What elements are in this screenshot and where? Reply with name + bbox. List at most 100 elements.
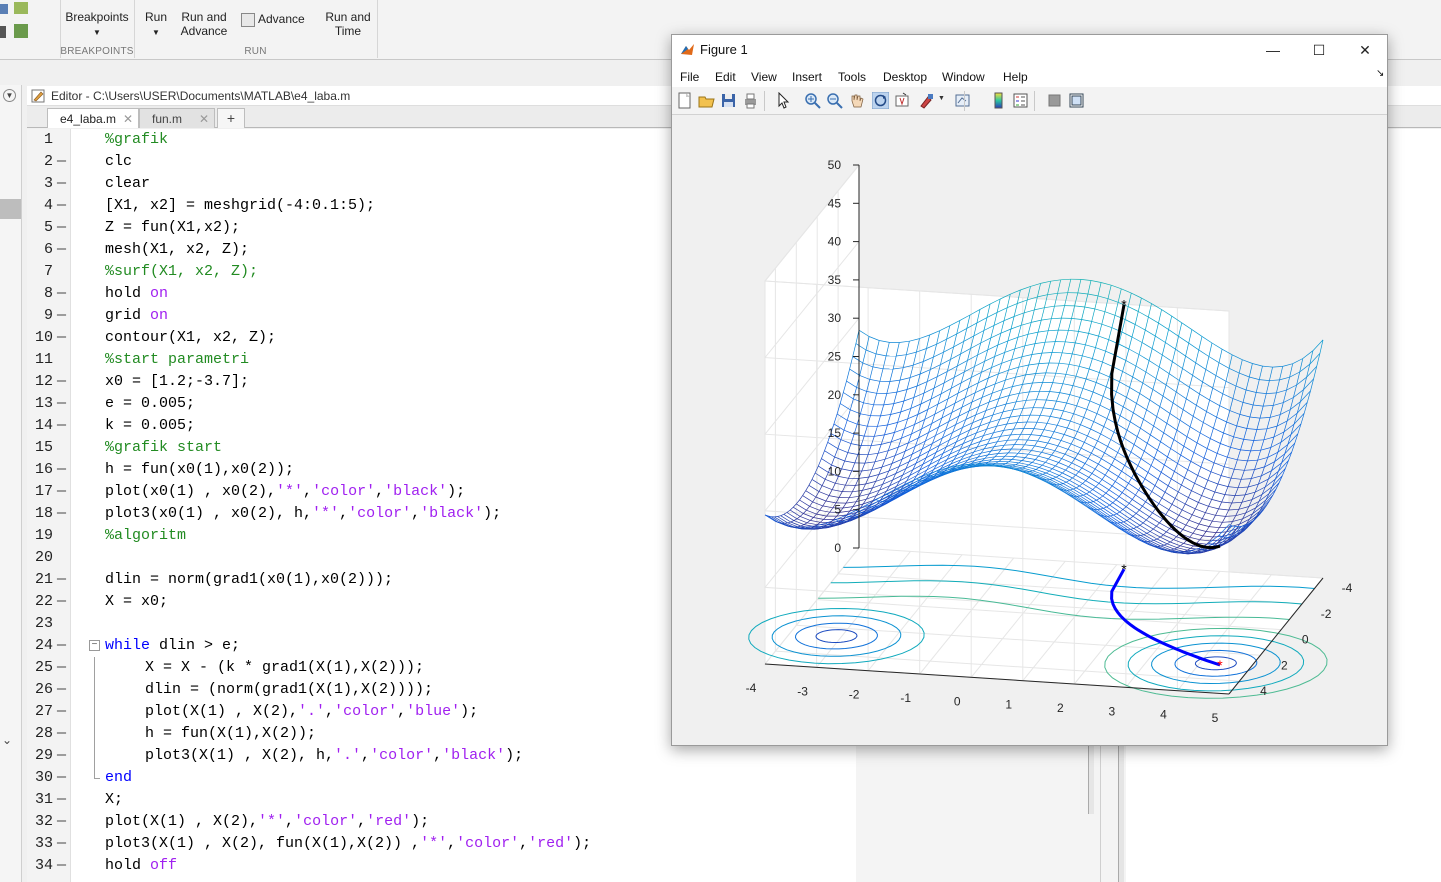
code-line[interactable]: 20 [27, 547, 867, 569]
executable-line-marker[interactable]: — [57, 791, 67, 808]
executable-line-marker[interactable]: — [57, 461, 67, 478]
code-line[interactable]: 19 %algoritm [27, 525, 867, 547]
executable-line-marker[interactable]: — [57, 153, 67, 170]
executable-line-marker[interactable]: — [57, 571, 67, 588]
code-line[interactable]: 30— end [27, 767, 867, 789]
run-and-advance-button[interactable]: Run and Advance [180, 10, 228, 38]
chevron-down-icon[interactable]: ▼ [938, 95, 945, 102]
executable-line-marker[interactable]: — [57, 857, 67, 874]
code-line[interactable]: 3— clear [27, 173, 867, 195]
advance-button[interactable]: Advance [238, 12, 308, 27]
executable-line-marker[interactable]: — [57, 835, 67, 852]
executable-line-marker[interactable]: — [57, 813, 67, 830]
menu-desktop[interactable]: Desktop [883, 70, 928, 84]
zoom-out-icon[interactable] [826, 92, 843, 109]
executable-line-marker[interactable]: — [57, 769, 67, 786]
quick-icons[interactable] [0, 0, 34, 44]
undock-icon[interactable]: ↘ [1376, 68, 1385, 79]
code-line[interactable]: 9— grid on [27, 305, 867, 327]
code-line[interactable]: 7 %surf(X1, x2, Z); [27, 261, 867, 283]
code-line[interactable]: 11 %start parametri [27, 349, 867, 371]
maximize-button[interactable]: ☐ [1312, 42, 1326, 58]
executable-line-marker[interactable]: — [57, 175, 67, 192]
executable-line-marker[interactable]: — [57, 285, 67, 302]
code-line[interactable]: 12— x0 = [1.2;-3.7]; [27, 371, 867, 393]
code-line[interactable]: 10— contour(X1, x2, Z); [27, 327, 867, 349]
executable-line-marker[interactable]: — [57, 219, 67, 236]
executable-line-marker[interactable]: — [57, 703, 67, 720]
code-line[interactable]: 23 [27, 613, 867, 635]
pointer-icon[interactable] [774, 92, 791, 109]
new-figure-icon[interactable] [676, 92, 693, 109]
code-line[interactable]: 13— e = 0.005; [27, 393, 867, 415]
executable-line-marker[interactable]: — [57, 307, 67, 324]
executable-line-marker[interactable]: — [57, 505, 67, 522]
executable-line-marker[interactable]: — [57, 681, 67, 698]
code-line[interactable]: 16— h = fun(x0(1),x0(2)); [27, 459, 867, 481]
figure-titlebar[interactable]: Figure 1 — ☐ ✕ [672, 35, 1387, 65]
executable-line-marker[interactable]: — [57, 373, 67, 390]
code-line[interactable]: 17— plot(x0(1) , x0(2),'*','color','black… [27, 481, 867, 503]
code-line[interactable]: 14— k = 0.005; [27, 415, 867, 437]
minimize-button[interactable]: — [1266, 42, 1280, 58]
code-line[interactable]: 21— dlin = norm(grad1(x0(1),x0(2))); [27, 569, 867, 591]
menu-edit[interactable]: Edit [715, 70, 736, 84]
close-icon[interactable]: ✕ [122, 112, 133, 126]
close-button[interactable]: ✕ [1359, 42, 1371, 58]
hide-plot-tools-icon[interactable] [1046, 92, 1063, 109]
menu-insert[interactable]: Insert [792, 70, 823, 84]
executable-line-marker[interactable]: — [57, 241, 67, 258]
menu-tools[interactable]: Tools [838, 70, 867, 84]
tab-e4-laba[interactable]: e4_laba.m ✕ [47, 108, 139, 128]
executable-line-marker[interactable]: — [57, 747, 67, 764]
executable-line-marker[interactable]: — [57, 725, 67, 742]
executable-line-marker[interactable]: — [57, 593, 67, 610]
code-line[interactable]: 8— hold on [27, 283, 867, 305]
add-tab-button[interactable]: + [217, 108, 245, 128]
show-plot-tools-icon[interactable] [1068, 92, 1085, 109]
code-line[interactable]: 34— hold off [27, 855, 867, 877]
open-icon[interactable] [698, 92, 715, 109]
rotate-3d-icon[interactable] [872, 92, 889, 109]
code-line[interactable]: 2— clc [27, 151, 867, 173]
code-line[interactable]: 4— [X1, x2] = meshgrid(-4:0.1:5); [27, 195, 867, 217]
code-line[interactable]: 31— X; [27, 789, 867, 811]
executable-line-marker[interactable]: — [57, 417, 67, 434]
chevron-down-icon[interactable]: ⌄ [2, 733, 13, 747]
close-icon[interactable]: ✕ [198, 112, 209, 126]
menu-file[interactable]: File [680, 70, 700, 84]
menu-help[interactable]: Help [1003, 70, 1028, 84]
breakpoints-button[interactable]: Breakpoints ▼ [65, 10, 129, 37]
save-icon[interactable] [720, 92, 737, 109]
brush-icon[interactable] [918, 92, 935, 109]
code-fold-toggle[interactable]: − [89, 640, 100, 651]
collapse-icon[interactable]: ▼ [3, 89, 16, 102]
executable-line-marker[interactable]: — [57, 483, 67, 500]
code-line[interactable]: 18— plot3(x0(1) , x0(2), h,'*','color','b… [27, 503, 867, 525]
code-line[interactable]: 24— − while dlin > e; [27, 635, 867, 657]
data-cursor-icon[interactable] [894, 92, 911, 109]
plot-area[interactable]: * * * 0 5 10 15 20 25 30 35 40 45 50 -4 -3 -2 -1 0 1 2 3 4 5 -4-… [672, 116, 1387, 745]
executable-line-marker[interactable]: — [57, 637, 67, 654]
executable-line-marker[interactable]: — [57, 329, 67, 346]
code-line[interactable]: 1 %grafik [27, 129, 867, 151]
code-line[interactable]: 15 %grafik start [27, 437, 867, 459]
code-line[interactable]: 6— mesh(X1, x2, Z); [27, 239, 867, 261]
legend-icon[interactable] [1012, 92, 1029, 109]
menu-window[interactable]: Window [942, 70, 985, 84]
code-line[interactable]: 29— plot3(X(1) , X(2), h,'.','color','bla… [27, 745, 867, 767]
code-line[interactable]: 22— X = x0; [27, 591, 867, 613]
code-line[interactable]: 32— plot(X(1) , X(2),'*','color','red'); [27, 811, 867, 833]
run-button[interactable]: Run ▼ [144, 10, 167, 37]
colorbar-icon[interactable] [990, 92, 1007, 109]
code-line[interactable]: 25— X = X - (k * grad1(X(1),X(2))); [27, 657, 867, 679]
zoom-in-icon[interactable] [804, 92, 821, 109]
print-icon[interactable] [742, 92, 759, 109]
code-line[interactable]: 27— plot(X(1) , X(2),'.','color','blue'); [27, 701, 867, 723]
run-and-time-button[interactable]: Run and Time [325, 10, 371, 38]
code-line[interactable]: 5— Z = fun(X1,x2); [27, 217, 867, 239]
executable-line-marker[interactable]: — [57, 395, 67, 412]
tab-fun[interactable]: fun.m ✕ [139, 108, 215, 128]
code-line[interactable]: 26— dlin = (norm(grad1(X(1),X(2)))); [27, 679, 867, 701]
